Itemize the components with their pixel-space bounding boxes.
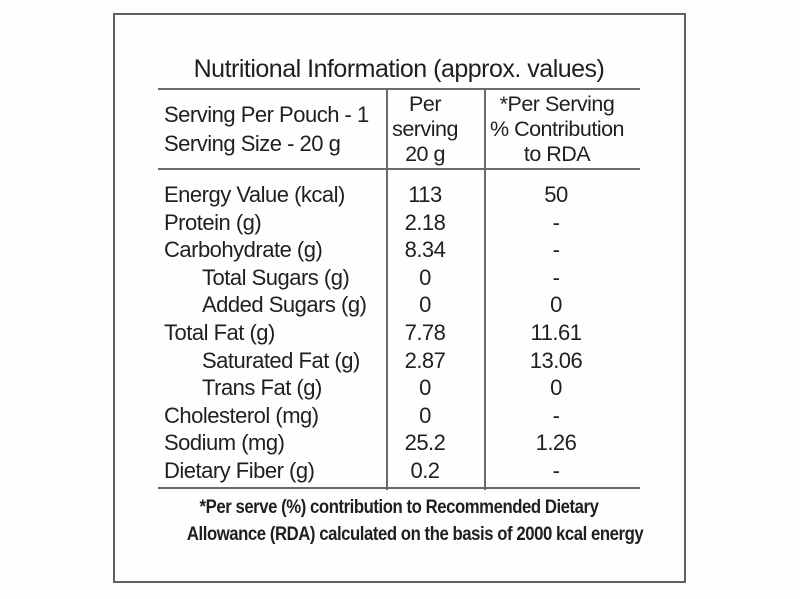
row-label: Energy Value (kcal) — [164, 182, 345, 207]
row-value-rda: - — [552, 237, 560, 263]
row-label: Added Sugars (g) — [202, 292, 367, 318]
divider-above-footnote — [158, 486, 640, 489]
serving-per-pouch-text: Serving Per Pouch - 1 — [164, 102, 369, 127]
divider-under-title — [158, 88, 640, 90]
row-value-per-serving: 25.2 — [404, 430, 446, 456]
row-value-rda: - — [552, 209, 560, 235]
table-body: Energy Value (kcal) 113 50 Protein (g) 2… — [158, 170, 640, 487]
row-value-per-serving: 0 — [419, 292, 431, 318]
column-divider-2 — [484, 88, 486, 490]
row-value-per-serving: 0 — [419, 375, 431, 401]
header-per-serving-line2: serving — [392, 116, 458, 141]
row-label: Protein (g) — [164, 209, 262, 235]
table-row: Energy Value (kcal) 113 50 — [158, 181, 640, 209]
row-value-per-serving: 0.2 — [410, 457, 440, 483]
header-rda-line3: to RDA — [523, 141, 591, 166]
column-divider-1 — [386, 88, 388, 490]
row-value-per-serving: 7.78 — [404, 319, 446, 345]
footnote-line2: Allowance (RDA) calculated on the basis … — [186, 523, 644, 545]
header-rda-line1: *Per Serving — [499, 91, 615, 116]
row-value-per-serving: 8.34 — [404, 237, 446, 263]
row-label: Trans Fat (g) — [202, 375, 322, 401]
table-row: Saturated Fat (g) 2.87 13.06 — [158, 347, 640, 375]
footnote: *Per serve (%) contribution to Recommend… — [158, 494, 644, 548]
row-value-rda: - — [552, 457, 560, 483]
row-value-rda: 1.26 — [535, 430, 577, 456]
row-value-per-serving: 2.87 — [404, 347, 446, 373]
row-value-per-serving: 2.18 — [404, 209, 446, 235]
page-title: Nutritional Information (approx. values) — [193, 55, 605, 83]
table-row: Added Sugars (g) 0 0 — [158, 291, 640, 319]
header-per-serving-line3: 20 g — [405, 141, 445, 166]
nutrition-facts-label: Nutritional Information (approx. values)… — [158, 51, 644, 548]
divider-under-header — [158, 168, 640, 170]
footnote-line1: *Per serve (%) contribution to Recommend… — [199, 496, 599, 518]
row-value-rda: 0 — [550, 292, 562, 318]
row-label: Cholesterol (mg) — [164, 402, 319, 428]
table-row: Dietary Fiber (g) 0.2 - — [158, 457, 640, 485]
row-value-rda: 0 — [550, 375, 562, 401]
row-value-per-serving: 0 — [419, 264, 431, 290]
row-value-rda: - — [552, 402, 560, 428]
header-rda-column: *Per Serving % Contribution to RDA — [484, 90, 640, 168]
row-label: Saturated Fat (g) — [202, 347, 360, 373]
row-value-per-serving: 0 — [419, 402, 431, 428]
table-row: Carbohydrate (g) 8.34 - — [158, 236, 640, 264]
table-header-row: Serving Per Pouch - 1 Serving Size - 20 … — [158, 90, 640, 168]
row-label: Total Fat (g) — [164, 319, 275, 345]
row-value-per-serving: 113 — [408, 182, 442, 207]
header-per-serving-column: Per serving 20 g — [386, 90, 484, 168]
row-label: Dietary Fiber (g) — [164, 457, 315, 483]
table-row: Cholesterol (mg) 0 - — [158, 402, 640, 430]
header-rda-line2: % Contribution — [489, 116, 625, 141]
header-serving-info: Serving Per Pouch - 1 Serving Size - 20 … — [158, 90, 386, 168]
row-value-rda: 11.61 — [530, 319, 582, 345]
table-row: Protein (g) 2.18 - — [158, 209, 640, 237]
row-label: Total Sugars (g) — [202, 264, 350, 290]
row-label: Sodium (mg) — [164, 430, 285, 456]
row-value-rda: 50 — [544, 182, 568, 207]
header-per-serving-line1: Per — [409, 91, 441, 116]
row-value-rda: - — [552, 264, 560, 290]
table-row: Sodium (mg) 25.2 1.26 — [158, 429, 640, 457]
serving-size-text: Serving Size - 20 g — [164, 131, 341, 156]
row-label: Carbohydrate (g) — [164, 237, 323, 263]
table-row: Trans Fat (g) 0 0 — [158, 374, 640, 402]
row-value-rda: 13.06 — [529, 347, 583, 373]
table-row: Total Fat (g) 7.78 11.61 — [158, 319, 640, 347]
table-row: Total Sugars (g) 0 - — [158, 264, 640, 292]
